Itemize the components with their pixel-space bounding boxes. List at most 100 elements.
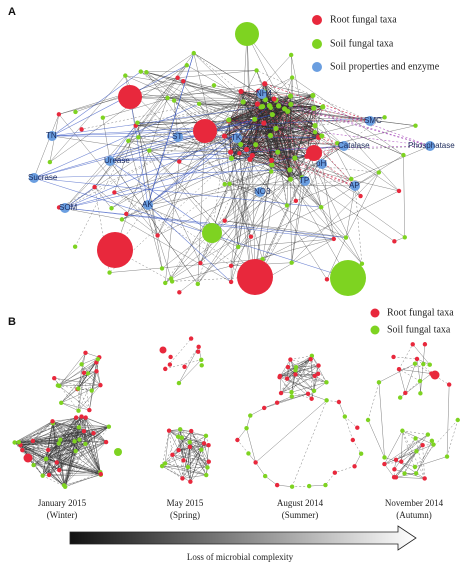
legend-label: Soil properties and enzyme [330,61,440,72]
edge [54,378,79,411]
node [268,105,274,110]
node [95,356,101,362]
edge [75,450,101,475]
node [288,101,294,107]
edge [246,33,251,160]
edge [313,108,361,197]
edge [64,451,76,487]
node [324,398,329,403]
edge [313,108,316,126]
node [243,146,250,153]
edge [46,458,50,475]
edge [224,135,356,187]
edge [279,377,292,393]
edge [395,434,429,478]
edge [271,104,292,165]
node [309,396,314,401]
node [205,465,210,470]
edge [311,355,327,383]
edge [22,441,75,451]
edge [291,355,313,393]
node [159,266,165,271]
node [412,464,418,470]
legend-label: Soil fungal taxa [387,324,451,335]
node [246,451,251,456]
node [343,235,349,240]
edge [270,107,291,170]
edge [187,466,207,476]
edge [321,154,404,208]
edge [165,159,251,284]
node [253,460,258,465]
node [359,261,365,266]
edge [64,125,136,209]
edge [48,417,77,451]
node [252,116,258,122]
node [177,159,182,164]
node [123,73,128,78]
edge [422,445,425,479]
edge [138,137,232,159]
node [94,360,99,365]
node [109,206,114,211]
edge [178,346,199,384]
node-label: AP [349,181,360,190]
edge [60,430,85,440]
edge [157,130,206,236]
node [391,354,396,360]
node-label: AK [142,200,153,209]
edge [290,54,322,208]
legend-marker [370,308,380,318]
edge [33,103,200,179]
node-label: Sucrase [28,173,58,182]
node [260,103,266,110]
edge [401,445,423,462]
node [181,458,186,463]
node [198,260,203,266]
edge [121,171,272,220]
edge [291,374,296,393]
edge [32,440,59,444]
edge [287,366,315,377]
edge [42,475,66,488]
edge [177,77,240,154]
edge [46,458,60,471]
edge [33,114,60,179]
edge [14,417,77,443]
edge [287,111,363,264]
edge [18,421,53,443]
edge [51,135,150,151]
edge [193,52,244,103]
edge [162,465,207,476]
node-label: TP [299,176,309,185]
edge [58,443,101,475]
legend-label: Soil fungal taxa [330,38,394,49]
node-label: NH4 [256,89,273,98]
edge [295,370,327,383]
node [401,152,406,158]
edge [147,137,238,206]
edge [314,375,327,383]
edge [147,177,303,206]
edge [22,449,47,459]
edge [147,204,256,278]
edge [81,364,101,386]
edge [190,431,192,482]
node [168,276,174,281]
legend-marker [312,62,322,72]
node [271,96,277,102]
edge [211,91,259,234]
edge [262,190,400,260]
node [170,452,175,458]
caption-date: May 2015 [167,498,204,508]
node [275,149,281,155]
edge [52,417,77,424]
node [91,430,96,436]
node [262,473,268,479]
edge [277,484,293,487]
gradient-arrow [69,525,417,551]
edge [309,484,326,487]
node [124,211,129,217]
edge [187,461,209,468]
edge [446,384,450,457]
